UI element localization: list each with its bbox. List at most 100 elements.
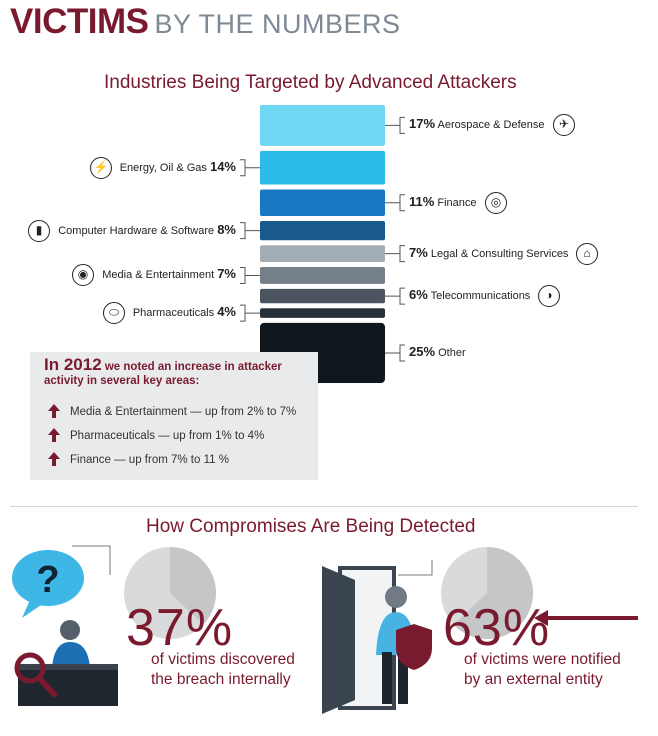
internal-caption-line1: of victims discovered — [151, 651, 295, 668]
list-item-text: Media & Entertainment — up from 2% to 7% — [70, 406, 297, 418]
industry-pct: 6% — [409, 287, 428, 303]
airplane-icon: ✈ — [553, 114, 575, 137]
person-head — [60, 620, 80, 640]
leader-line — [385, 287, 405, 305]
list-item: Pharmaceuticals — up from 1% to 4% — [44, 428, 296, 452]
shield-icon — [396, 624, 432, 670]
bar-2 — [260, 189, 385, 216]
door-panel — [322, 566, 355, 714]
desk-top — [18, 664, 118, 670]
bank-icon: ⌂ — [576, 242, 598, 265]
leader-lines — [240, 116, 405, 362]
page-header: VICTIMS BY THE NUMBERS — [10, 2, 401, 42]
callout-title: In 2012 we noted an increase in attacker… — [44, 355, 314, 388]
callout-text: we noted an increase in attacker activit… — [44, 361, 282, 387]
industry-label: 17% Aerospace & Defense — [409, 117, 545, 132]
leader-line — [385, 344, 405, 362]
bar-7 — [260, 308, 385, 318]
industry-label: Computer Hardware & Software 8% — [58, 221, 236, 238]
person-body — [52, 642, 90, 668]
leader-line — [240, 159, 260, 177]
industry-name: Energy, Oil & Gas — [119, 161, 207, 174]
list-item: Finance — up from 7% to 11 % — [44, 452, 296, 476]
arrow-up-icon — [48, 404, 60, 418]
industry-pct: 25% — [409, 343, 436, 359]
industry-pct: 11% — [409, 193, 435, 209]
door-connector — [398, 560, 433, 576]
header-title-light: BY THE NUMBERS — [154, 9, 401, 39]
bar-1 — [260, 150, 385, 185]
phone-icon: ▮ — [28, 219, 50, 242]
internal-caption: of victims discovered the breach interna… — [151, 650, 295, 690]
detection-pies — [124, 547, 533, 639]
arrow-up-icon — [48, 428, 60, 442]
leader-line — [385, 116, 405, 134]
industry-pct: 8% — [217, 221, 236, 237]
external-caption-line1: of victims were notified — [464, 651, 621, 668]
industry-name: Telecommunications — [430, 290, 531, 303]
industry-label: Energy, Oil & Gas 14% — [119, 158, 236, 175]
industry-label: Pharmaceuticals 4% — [133, 305, 236, 320]
disc-icon: ◉ — [72, 264, 94, 287]
leader-line — [240, 222, 260, 240]
external-caption: of victims were notified by an external … — [464, 650, 621, 690]
bubble-tail — [22, 600, 44, 618]
industry-bars — [260, 105, 385, 383]
leader-line — [240, 266, 260, 284]
list-item: Media & Entertainment — up from 2% to 7% — [44, 404, 296, 428]
callout-year: In 2012 — [44, 355, 102, 374]
industry-pct: 4% — [217, 304, 236, 320]
internal-pie-slice — [170, 547, 217, 625]
industry-pct: 7% — [217, 266, 236, 282]
external-caption-line2: by an external entity — [464, 671, 603, 688]
pill-icon: ⬭ — [103, 302, 125, 325]
trend-callout: In 2012 we noted an increase in attacker… — [30, 352, 318, 480]
header-title-bold: VICTIMS — [10, 2, 149, 41]
question-bubble — [12, 550, 84, 606]
industry-pct: 7% — [409, 244, 428, 260]
magnifier-icon — [14, 652, 46, 684]
bar-0 — [260, 105, 385, 146]
satellite-icon: ◑ — [538, 285, 560, 308]
industry-pct: 17% — [409, 116, 436, 132]
industry-pct: 14% — [209, 158, 236, 174]
industry-name: Pharmaceuticals — [132, 307, 215, 320]
bubble-connector — [72, 545, 111, 575]
internal-caption-line2: the breach internally — [151, 671, 291, 688]
coins-icon: ◎ — [485, 191, 507, 214]
external-pie-slice — [453, 547, 533, 639]
bar-3 — [260, 220, 385, 241]
industry-name: Aerospace & Defense — [437, 119, 545, 132]
bar-4 — [260, 245, 385, 263]
industry-name: Other — [438, 346, 466, 359]
industry-label: Media & Entertainment 7% — [102, 267, 236, 282]
section-divider — [10, 506, 638, 507]
bar-6 — [260, 288, 385, 304]
bar-5 — [260, 267, 385, 284]
industry-label: 6% Telecommunications — [409, 288, 530, 303]
leader-line — [385, 194, 405, 212]
arrow-left-head — [534, 610, 548, 626]
external-pct: 63% — [443, 599, 551, 657]
industry-name: Computer Hardware & Software — [58, 224, 215, 237]
magnifier-handle — [36, 675, 57, 697]
industry-name: Media & Entertainment — [102, 269, 215, 282]
person-head — [385, 586, 407, 608]
industry-name: Finance — [437, 196, 477, 209]
callout-list: Media & Entertainment — up from 2% to 7%… — [44, 404, 296, 476]
lightning-icon: ⚡ — [90, 156, 112, 179]
industry-label: 25% Other — [409, 343, 466, 360]
industry-name: Legal & Consulting Services — [430, 247, 569, 260]
desk — [18, 668, 118, 706]
question-mark-icon: ? — [36, 559, 59, 601]
detection-title: How Compromises Are Being Detected — [146, 516, 476, 537]
industry-label: 7% Legal & Consulting Services — [409, 244, 569, 261]
arrow-up-icon — [48, 452, 60, 466]
figure-illustrations: ? — [12, 545, 638, 714]
internal-pct: 37% — [126, 599, 234, 657]
person-leg — [398, 652, 408, 704]
person-leg — [382, 652, 392, 704]
list-item-text: Pharmaceuticals — up from 1% to 4% — [70, 430, 265, 442]
industry-label: 11% Finance — [409, 193, 477, 210]
